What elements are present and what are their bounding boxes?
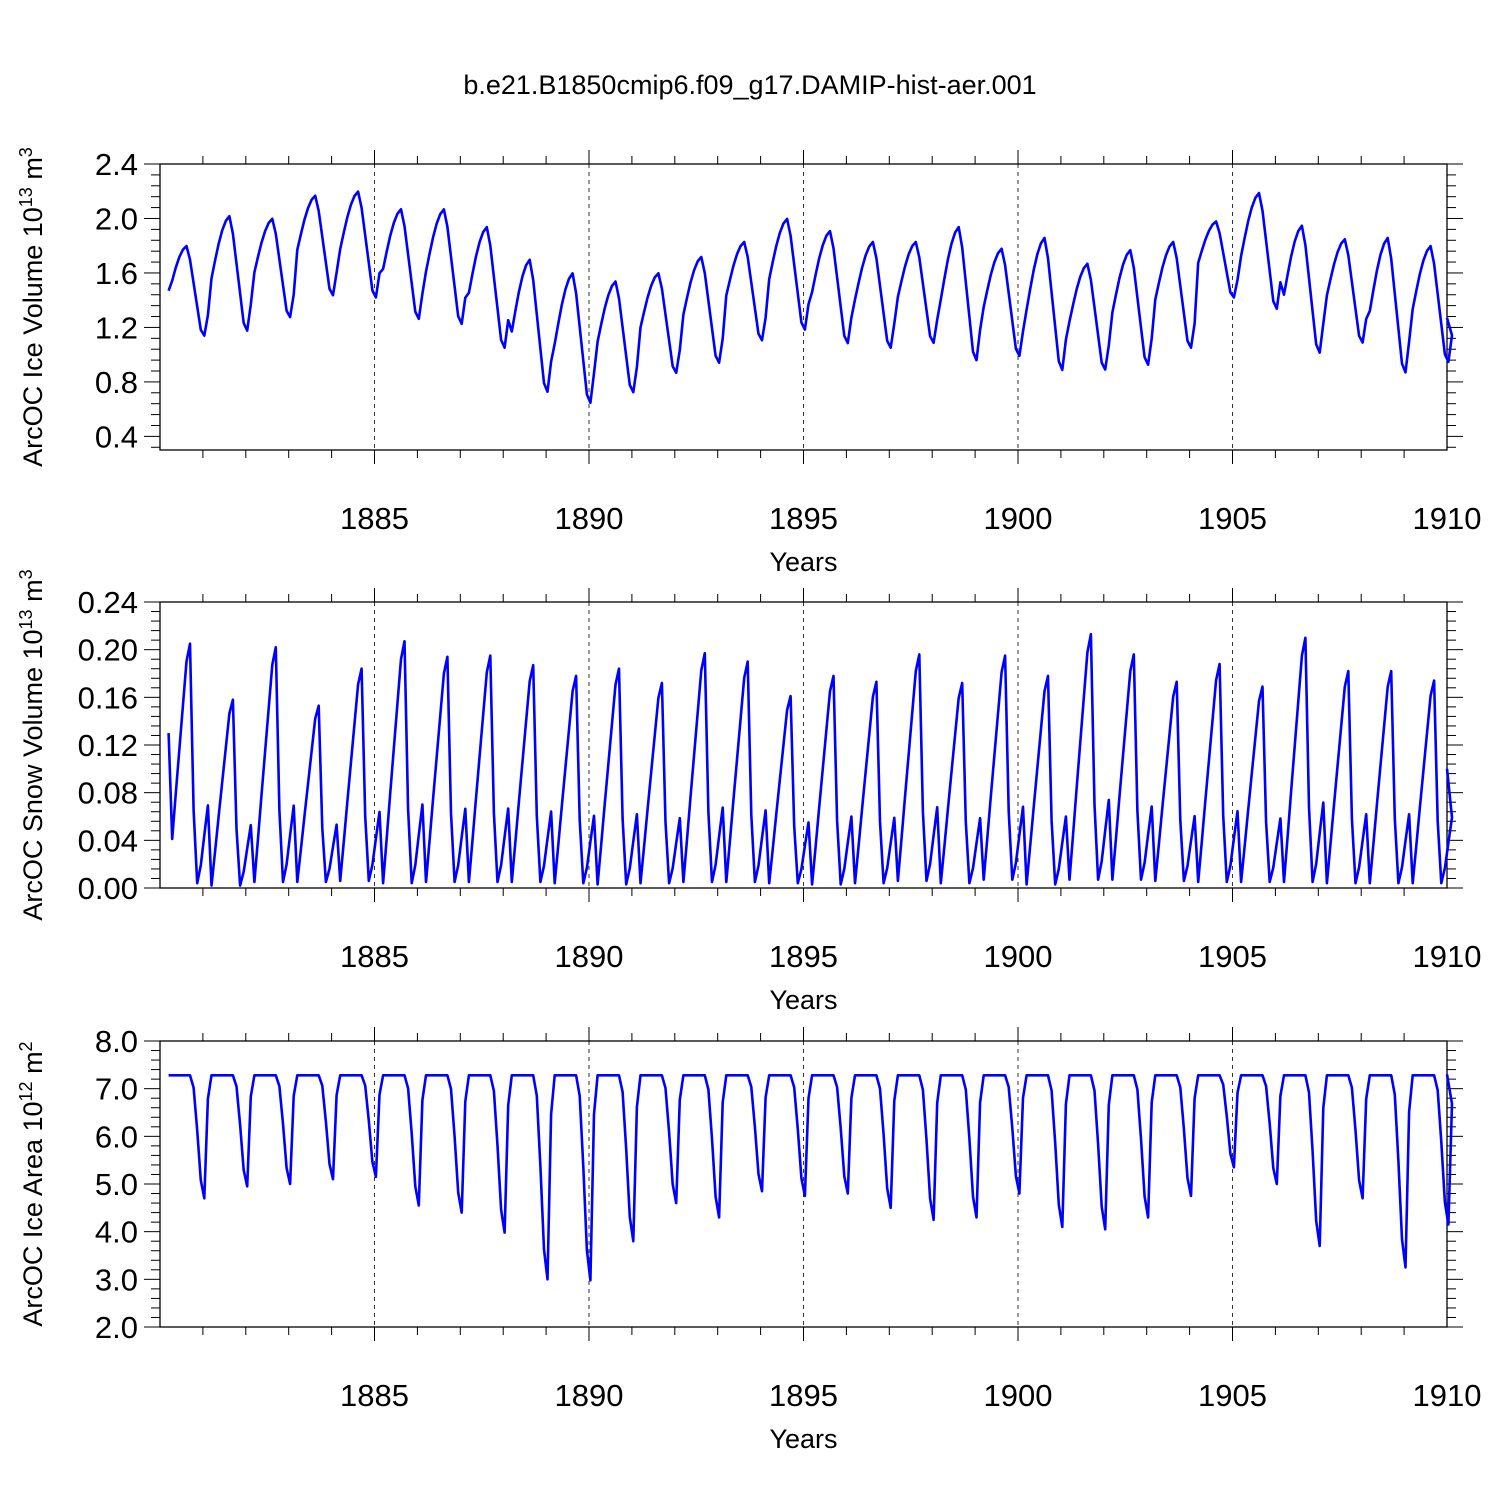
y-tick-label: 2.0 [95,201,138,236]
x-axis-label: Years [769,547,837,577]
x-tick-label: 1910 [1413,939,1482,974]
y-axis-label: ArcOC Ice Area 1012 m2 [16,1041,48,1326]
x-tick-label: 1885 [340,1378,409,1413]
y-axis-label: ArcOC Ice Volume 1013 m3 [16,147,48,467]
series-line [168,1074,1454,1282]
x-tick-label: 1900 [984,501,1053,536]
x-tick-label: 1885 [340,939,409,974]
x-tick-label: 1910 [1413,1378,1482,1413]
series-line [167,190,1454,405]
x-tick-label: 1905 [1198,501,1267,536]
y-tick-label: 0.8 [95,365,138,400]
x-tick-label: 1905 [1198,1378,1267,1413]
y-tick-label: 0.24 [78,585,138,620]
x-tick-label: 1905 [1198,939,1267,974]
y-axis-label: ArcOC Snow Volume 1013 m3 [16,569,48,920]
x-tick-label: 1910 [1413,501,1482,536]
y-tick-label: 1.2 [95,310,138,345]
y-tick-label: 8.0 [95,1024,138,1059]
y-tick-label: 2.0 [95,1310,138,1345]
x-tick-label: 1890 [555,501,624,536]
y-tick-label: 0.00 [78,871,138,906]
x-tick-label: 1890 [555,1378,624,1413]
y-tick-label: 0.08 [78,776,138,811]
y-tick-label: 0.16 [78,680,138,715]
y-tick-label: 1.6 [95,256,138,291]
x-tick-label: 1895 [769,939,838,974]
x-tick-label: 1895 [769,1378,838,1413]
x-axis-label: Years [769,1424,837,1454]
y-tick-label: 0.4 [95,419,138,454]
y-tick-label: 0.20 [78,633,138,668]
y-tick-label: 4.0 [95,1215,138,1250]
y-tick-label: 2.4 [95,147,138,182]
chart-title: b.e21.B1850cmip6.f09_g17.DAMIP-hist-aer.… [463,70,1037,100]
panel-ice-area: 2.0 3.0 4.0 5.0 6.0 7.0 8.0 1885 1890 1895 1900 190… [16,1024,1481,1454]
x-tick-label: 1900 [984,1378,1053,1413]
y-tick-label: 0.12 [78,728,138,763]
x-tick-label: 1895 [769,501,838,536]
panel-snow-volume: 0.00 0.04 0.08 0.12 0.16 0.20 0.24 1885 1890 1895… [16,569,1481,1015]
panel-ice-volume: 0.4 0.8 1.2 1.6 2.0 2.4 1885 1890 1895 1900 1905 19… [16,147,1481,577]
y-tick-label: 3.0 [95,1262,138,1297]
y-tick-label: 0.04 [78,823,138,858]
y-tick-label: 5.0 [95,1167,138,1202]
x-tick-label: 1885 [340,501,409,536]
series-line [167,632,1454,887]
y-tick-label: 7.0 [95,1072,138,1107]
x-tick-label: 1890 [555,939,624,974]
y-tick-label: 6.0 [95,1119,138,1154]
x-tick-label: 1900 [984,939,1053,974]
x-axis-label: Years [769,985,837,1015]
